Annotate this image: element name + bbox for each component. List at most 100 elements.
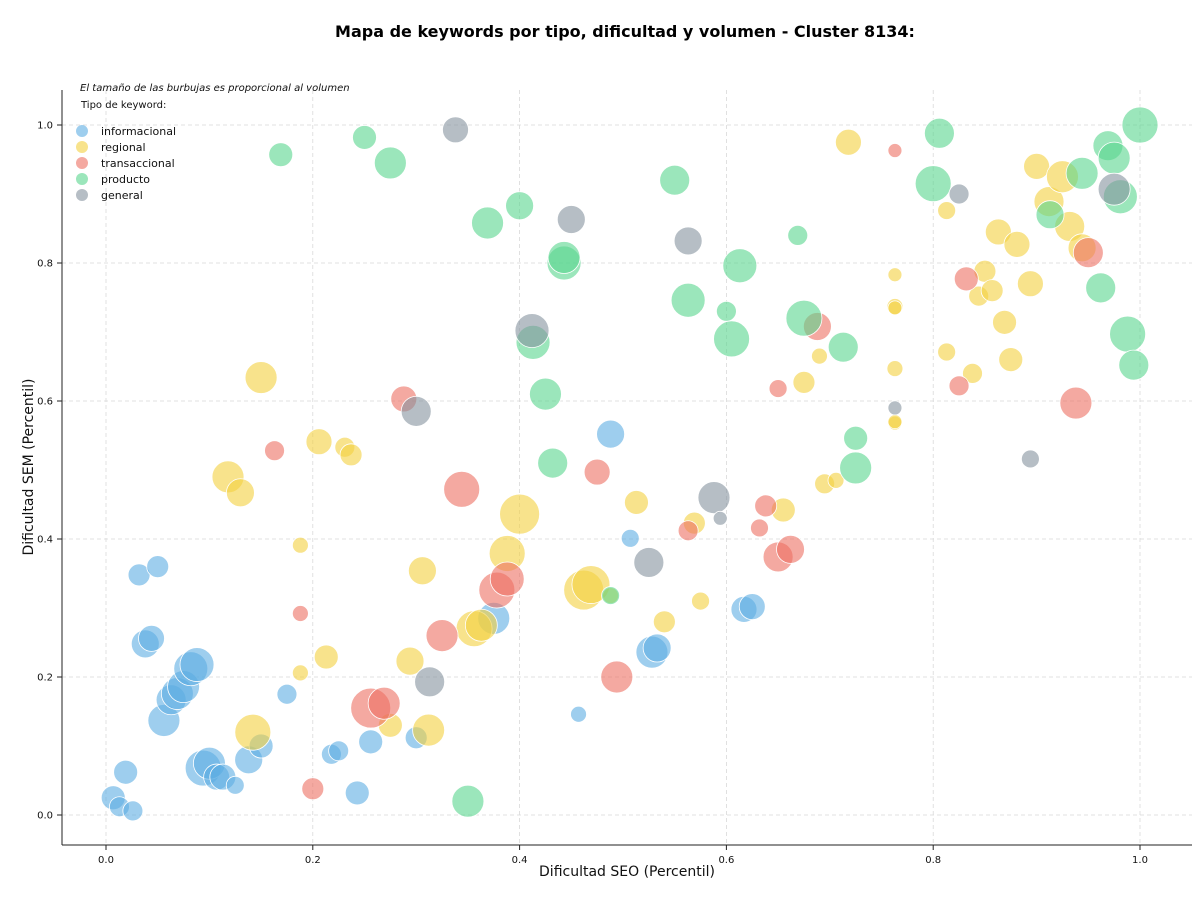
- transaccional-bubble: [291, 605, 309, 622]
- producto-bubble: [787, 224, 809, 246]
- informacional-bubble: [113, 759, 139, 785]
- legend-label-regional: regional: [101, 141, 146, 154]
- general-bubble: [633, 547, 665, 578]
- x-tick-label: 0.8: [925, 855, 941, 866]
- producto-bubble: [670, 282, 706, 318]
- legend-marker-producto: [76, 173, 88, 185]
- regional-bubble: [1003, 230, 1031, 258]
- bubbles: [100, 106, 1159, 822]
- y-tick-label: 0.2: [37, 673, 53, 684]
- transaccional-bubble: [425, 619, 459, 652]
- general-bubble: [414, 666, 446, 698]
- y-tick-label: 0.6: [37, 397, 53, 408]
- producto-bubble: [1118, 349, 1150, 381]
- chart-title: Mapa de keywords por tipo, dificultad y …: [335, 22, 915, 41]
- general-bubble: [442, 116, 469, 144]
- axes: [61, 90, 1192, 846]
- legend-label-informacional: informacional: [101, 125, 176, 138]
- regional-bubble: [835, 128, 862, 156]
- producto-bubble: [1035, 200, 1065, 230]
- transaccional-bubble: [948, 375, 970, 397]
- informacional-bubble: [642, 633, 672, 663]
- regional-bubble: [313, 644, 339, 670]
- general-bubble: [712, 510, 728, 526]
- transaccional-bubble: [953, 266, 979, 292]
- transaccional-bubble: [600, 660, 634, 694]
- producto-bubble: [785, 299, 823, 337]
- regional-bubble: [244, 361, 278, 394]
- regional-bubble: [339, 443, 363, 467]
- x-tick-label: 0.0: [98, 855, 114, 866]
- regional-bubble: [226, 478, 255, 508]
- regional-bubble: [937, 342, 957, 362]
- legend-label-transaccional: transaccional: [101, 157, 175, 170]
- producto-bubble: [713, 320, 750, 358]
- general-bubble: [673, 226, 703, 256]
- producto-bubble: [843, 425, 869, 451]
- transaccional-bubble: [768, 379, 788, 398]
- general-bubble: [556, 205, 586, 234]
- regional-bubble: [395, 646, 425, 676]
- transaccional-bubble: [1072, 237, 1104, 269]
- producto-bubble: [471, 206, 504, 240]
- regional-bubble: [624, 490, 649, 515]
- regional-bubble: [408, 556, 437, 586]
- transaccional-bubble: [367, 686, 401, 720]
- transaccional-bubble: [264, 440, 285, 462]
- legend-marker-transaccional: [76, 157, 88, 169]
- regional-bubble: [811, 347, 828, 365]
- legend-marker-general: [76, 189, 88, 201]
- transaccional-bubble: [443, 470, 481, 508]
- regional-bubble: [652, 610, 676, 634]
- informacional-bubble: [570, 705, 587, 723]
- transaccional-bubble: [754, 494, 778, 518]
- informacional-bubble: [179, 647, 215, 682]
- legend-marker-informacional: [76, 125, 88, 137]
- regional-bubble: [1023, 152, 1050, 180]
- regional-bubble: [305, 428, 333, 456]
- informacional-bubble: [225, 775, 245, 795]
- regional-bubble: [998, 347, 1024, 373]
- regional-bubble: [827, 471, 845, 489]
- regional-bubble: [937, 201, 957, 220]
- series-producto: [268, 106, 1159, 818]
- transaccional-bubble: [776, 534, 805, 564]
- producto-bubble: [537, 447, 569, 479]
- transaccional-bubble: [301, 777, 325, 801]
- transaccional-bubble: [583, 458, 611, 486]
- bubble-size-note: El tamaño de las burbujas es proporciona…: [80, 83, 350, 94]
- transaccional-bubble: [677, 520, 699, 542]
- legend: informacional regional transaccional produc…: [76, 125, 176, 202]
- producto-bubble: [716, 300, 737, 322]
- transaccional-bubble: [489, 561, 525, 597]
- series-transaccional: [264, 143, 1104, 801]
- y-tick-label: 0.4: [37, 535, 53, 546]
- transaccional-bubble: [887, 143, 903, 158]
- regional-bubble: [234, 713, 272, 751]
- transaccional-bubble: [750, 518, 769, 538]
- producto-bubble: [924, 117, 955, 149]
- general-bubble: [1020, 449, 1040, 469]
- informacional-bubble: [276, 683, 298, 705]
- legend-marker-regional: [76, 141, 88, 153]
- regional-bubble: [984, 218, 1012, 246]
- producto-bubble: [1121, 106, 1159, 144]
- informacional-bubble: [620, 528, 640, 548]
- producto-bubble: [1097, 141, 1131, 175]
- producto-bubble: [827, 331, 859, 363]
- informacional-bubble: [344, 780, 370, 806]
- regional-bubble: [992, 309, 1017, 335]
- regional-bubble: [464, 608, 498, 642]
- informacional-bubble: [358, 729, 384, 755]
- regional-bubble: [887, 267, 903, 283]
- producto-bubble: [373, 146, 407, 180]
- x-tick-label: 0.2: [305, 855, 321, 866]
- x-tick-label: 0.4: [512, 855, 528, 866]
- x-tick-label: 0.6: [718, 855, 734, 866]
- informacional-bubble: [138, 624, 165, 652]
- general-bubble: [697, 481, 731, 515]
- y-axis-label: Dificultad SEM (Percentil): [21, 379, 37, 556]
- regional-bubble: [691, 591, 710, 611]
